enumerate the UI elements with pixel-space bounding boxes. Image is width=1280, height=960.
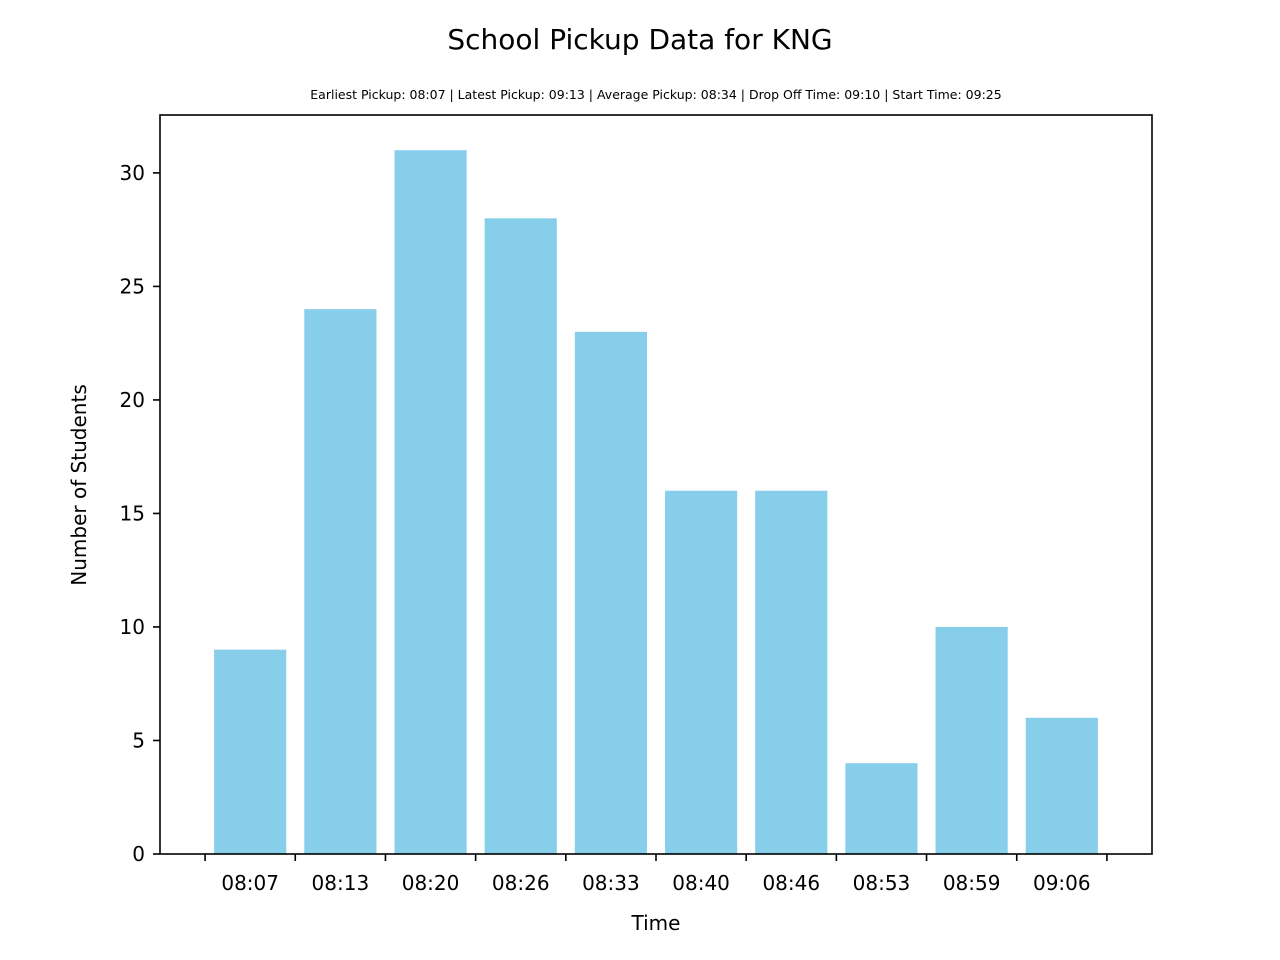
bar-08-33: [574, 331, 647, 854]
y-tick-label: 10: [120, 615, 145, 639]
bar-08-13: [304, 309, 377, 854]
bar-08-20: [394, 150, 467, 854]
bars-group: [214, 150, 1098, 855]
bar-08-59: [935, 626, 1008, 854]
y-axis-ticks: 0 5 10 15 20 25 30: [120, 161, 160, 866]
x-tick-label: 08:07: [221, 871, 279, 895]
y-tick-label: 25: [120, 274, 145, 298]
y-axis-label: Number of Students: [67, 384, 91, 585]
x-axis-ticks: 08:07 08:13 08:20 08:26 08:33 08:40 08:46 08:53…: [204, 854, 1108, 895]
x-tick-label: 08:59: [943, 871, 1001, 895]
plot-frame: [159, 114, 1153, 855]
x-axis-label: Time: [631, 911, 681, 935]
y-tick-label: 30: [120, 161, 145, 185]
y-tick-label: 15: [120, 501, 145, 525]
y-tick-label: 20: [120, 388, 145, 412]
x-tick-label: 08:20: [402, 871, 460, 895]
x-tick-label: 08:26: [492, 871, 550, 895]
bar-08-07: [214, 649, 287, 854]
y-tick-label: 5: [132, 728, 145, 752]
x-tick-label: 09:06: [1033, 871, 1091, 895]
x-tick-label: 08:33: [582, 871, 640, 895]
bar-08-46: [755, 490, 828, 854]
bar-09-06: [1025, 717, 1098, 854]
x-tick-label: 08:53: [853, 871, 911, 895]
bar-08-26: [484, 218, 557, 855]
x-tick-label: 08:13: [312, 871, 370, 895]
bar-08-40: [665, 490, 738, 854]
x-tick-label: 08:40: [672, 871, 730, 895]
chart-title: School Pickup Data for KNG: [447, 23, 832, 56]
bar-08-53: [845, 763, 918, 854]
x-tick-label: 08:46: [762, 871, 820, 895]
y-tick-label: 0: [132, 842, 145, 866]
chart-subtitle: Earliest Pickup: 08:07 | Latest Pickup: …: [310, 87, 1001, 102]
